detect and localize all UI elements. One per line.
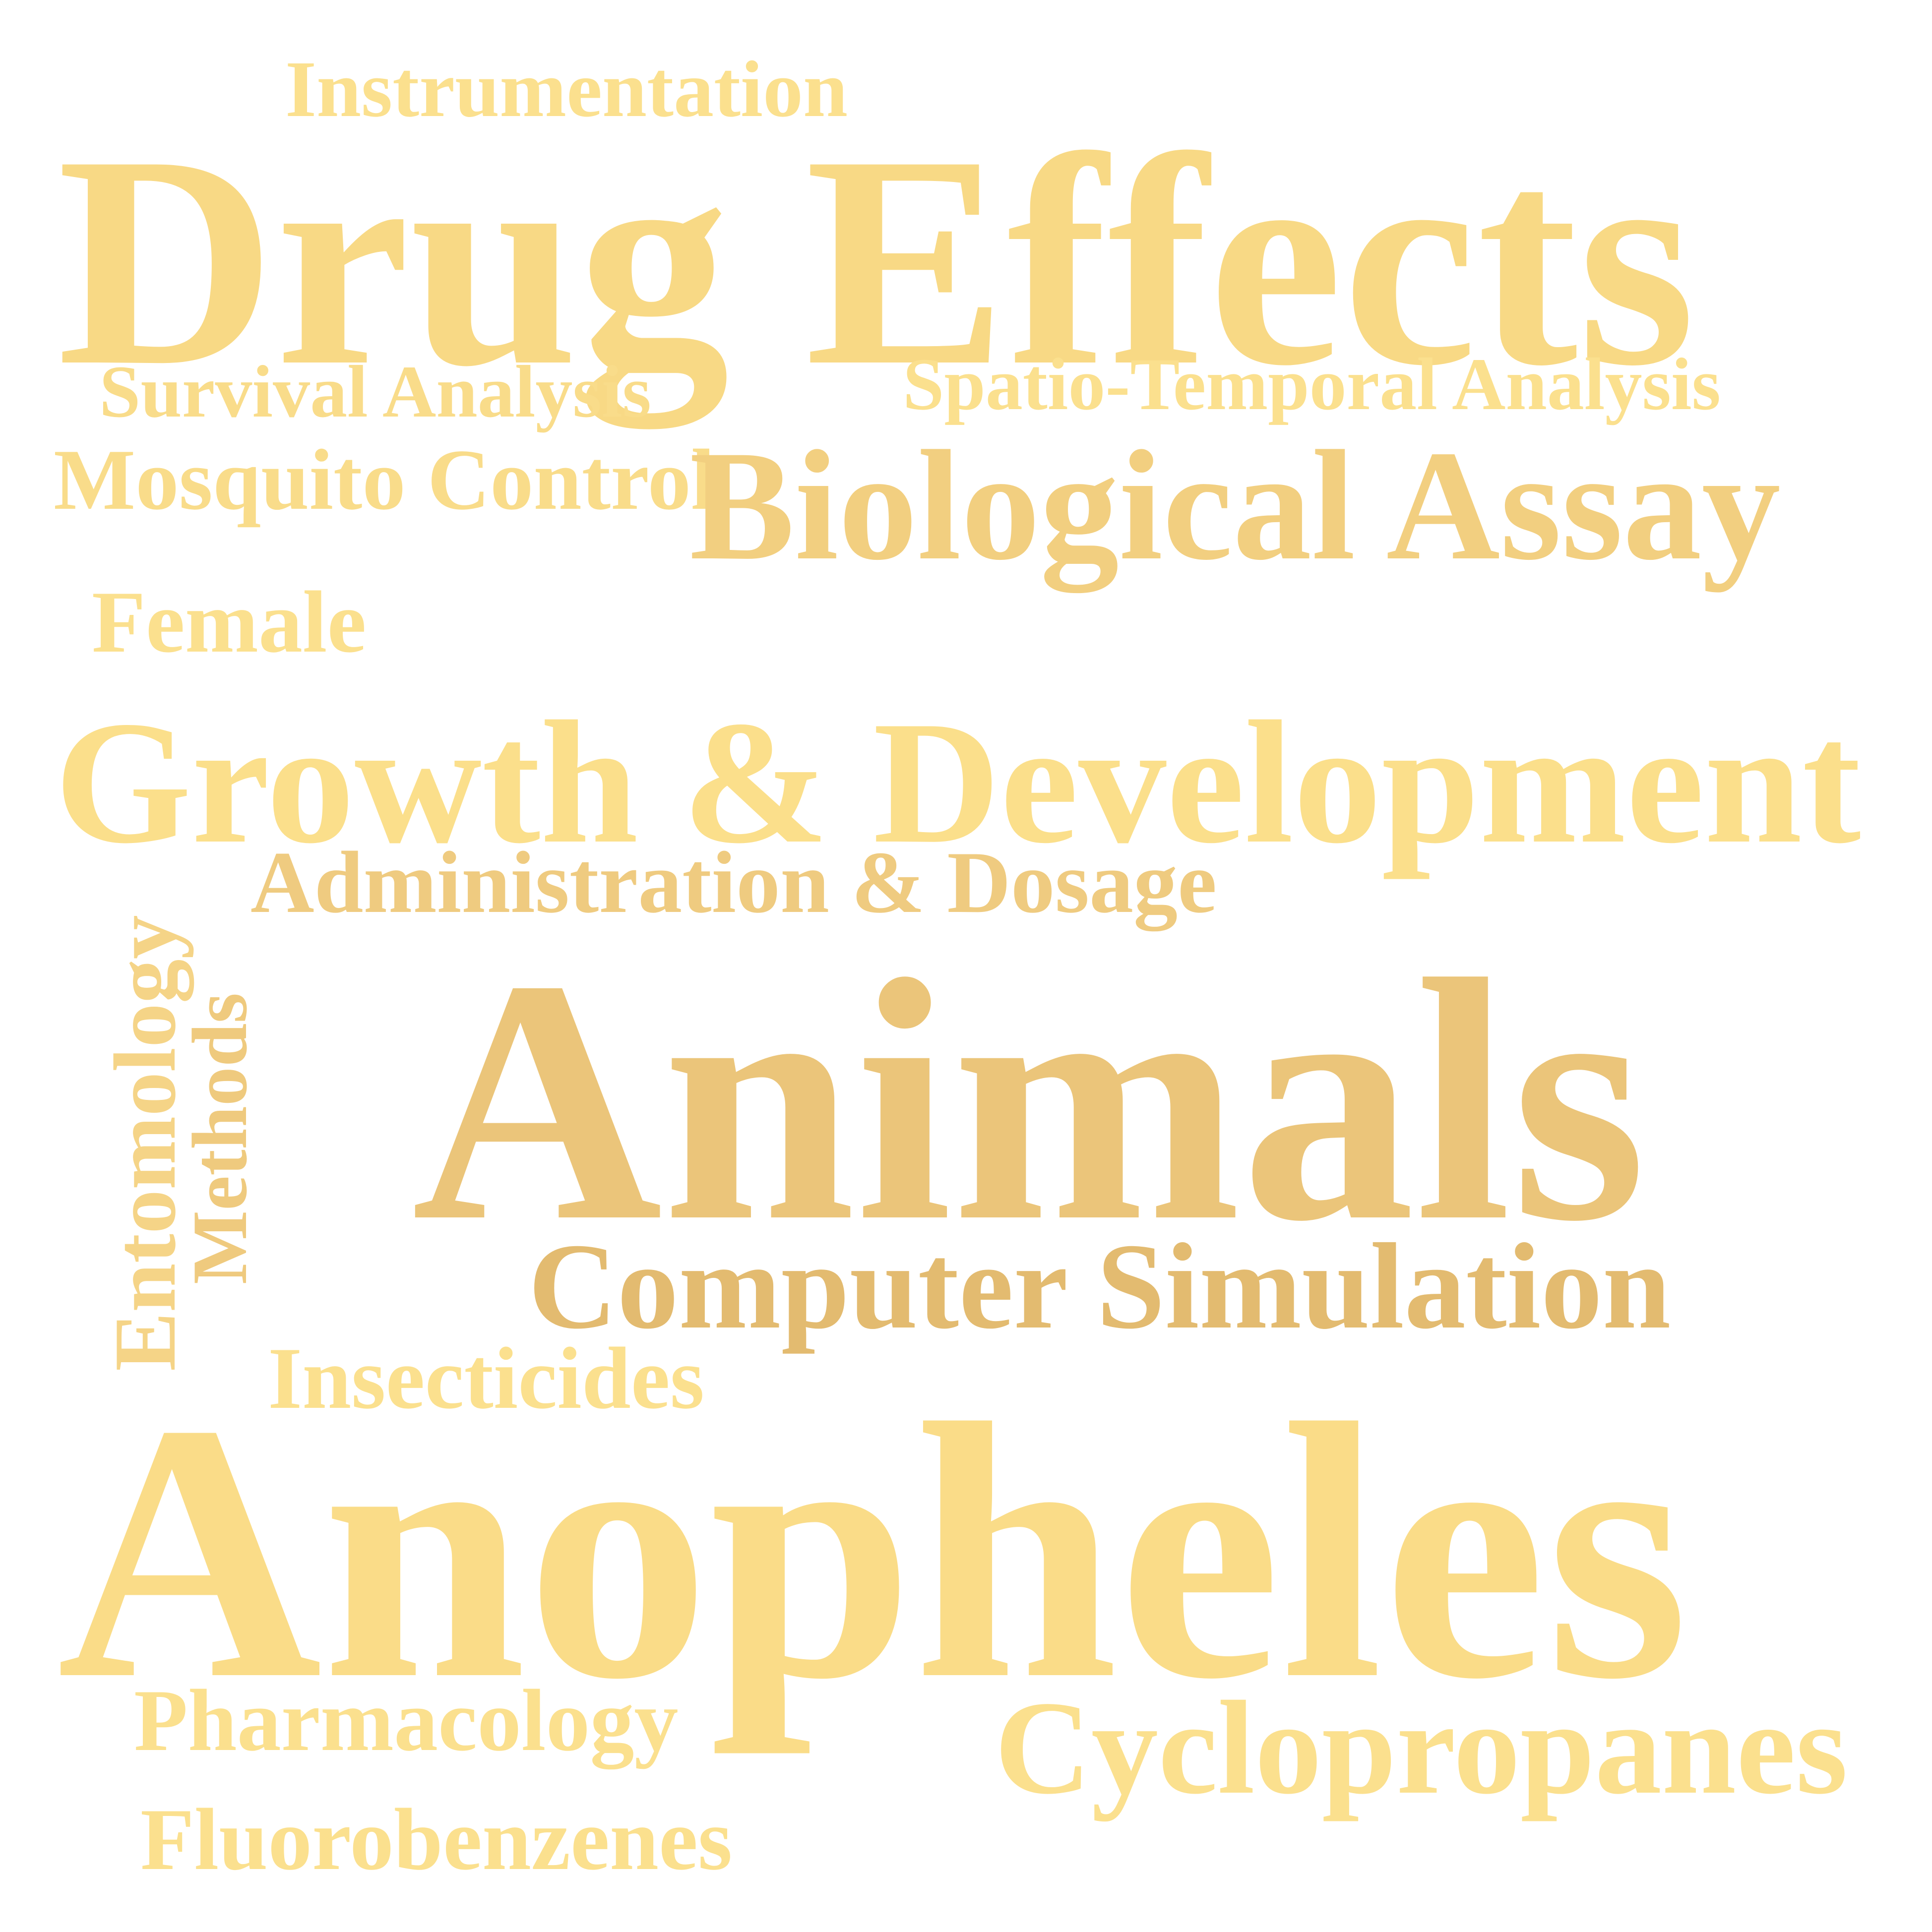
word-methods: Methods bbox=[177, 992, 263, 1284]
word-female: Female bbox=[92, 573, 367, 671]
word-drug-effects: Drug Effects bbox=[57, 93, 1696, 428]
word-anopheles: Anopheles bbox=[57, 1349, 1689, 1755]
word-pharmacology: Pharmacology bbox=[134, 1671, 679, 1769]
word-spatio-temporal-analysis: Spatio-Temporal Analysis bbox=[903, 343, 1721, 425]
word-instrumentation: Instrumentation bbox=[285, 45, 848, 134]
word-fluorobenzenes: Fluorobenzenes bbox=[140, 1790, 733, 1888]
word-survival-analysis: Survival Analysis bbox=[99, 351, 651, 433]
word-mosquito-control: Mosquito Control bbox=[54, 431, 715, 528]
word-cyclopropanes: Cyclopropanes bbox=[995, 1674, 1848, 1822]
word-animals: Animals bbox=[412, 908, 1647, 1293]
word-administration-dosage: Administration & Dosage bbox=[250, 833, 1217, 931]
word-growth-development: Growth & Development bbox=[55, 685, 1861, 880]
word-entomology: Entomology bbox=[96, 915, 194, 1371]
word-computer-simulation: Computer Simulation bbox=[528, 1218, 1671, 1354]
word-biological-assay: Biological Assay bbox=[689, 418, 1781, 593]
word-insecticides: Insecticides bbox=[268, 1329, 705, 1427]
